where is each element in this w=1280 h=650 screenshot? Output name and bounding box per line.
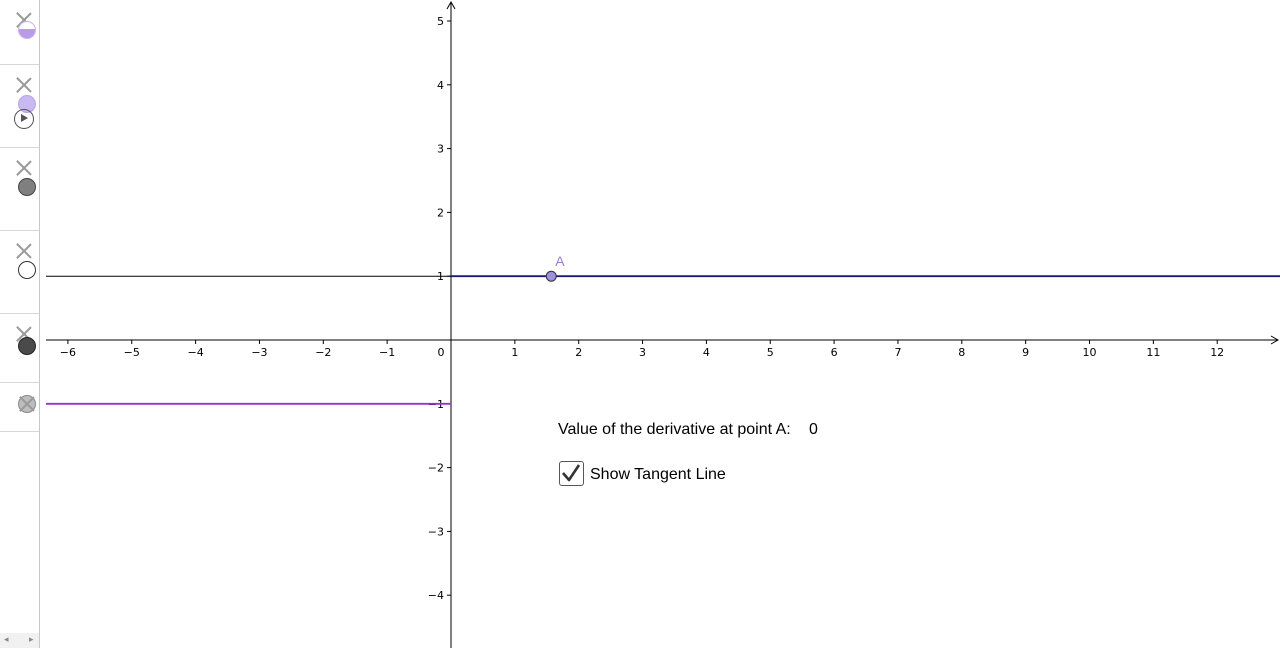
y-tick-label: −4 bbox=[428, 589, 444, 602]
x-tick-label: 1 bbox=[511, 346, 518, 359]
axes: −6−5−4−3−2−1012345678910111254321−1−2−3−… bbox=[46, 0, 1280, 648]
y-tick-label: 5 bbox=[437, 15, 444, 28]
algebra-item-3[interactable] bbox=[0, 148, 39, 231]
algebra-scrollbar[interactable]: ◂ ▸ bbox=[0, 633, 39, 648]
delete-icon[interactable] bbox=[16, 243, 32, 259]
point-a[interactable] bbox=[545, 270, 557, 282]
x-tick-label: 4 bbox=[703, 346, 710, 359]
graphics-view[interactable]: −6−5−4−3−2−1012345678910111254321−1−2−3−… bbox=[46, 0, 1280, 648]
x-tick-label: 10 bbox=[1083, 346, 1097, 359]
x-tick-label: 11 bbox=[1146, 346, 1160, 359]
y-tick-label: −3 bbox=[428, 525, 444, 538]
x-tick-label: 6 bbox=[831, 346, 838, 359]
dark-grey-disc-icon[interactable] bbox=[18, 178, 36, 196]
graph-lines bbox=[46, 275, 1280, 405]
algebra-item-5[interactable] bbox=[0, 314, 39, 383]
purple-half-disc-icon[interactable] bbox=[18, 21, 36, 39]
y-tick-label: 3 bbox=[437, 143, 444, 156]
play-icon[interactable] bbox=[14, 109, 34, 129]
x-tick-label: 0 bbox=[438, 346, 445, 359]
x-tick-label: 9 bbox=[1022, 346, 1029, 359]
algebra-item-4[interactable] bbox=[0, 231, 39, 314]
checkmark-icon bbox=[562, 464, 581, 482]
derivative-value: 0 bbox=[809, 421, 818, 438]
x-tick-label: −1 bbox=[379, 346, 395, 359]
delete-icon[interactable] bbox=[16, 160, 32, 176]
x-axis-arrow bbox=[1270, 335, 1280, 345]
algebra-item-6[interactable] bbox=[0, 383, 39, 432]
y-tick-label: 2 bbox=[437, 206, 444, 219]
show-tangent-checkbox[interactable] bbox=[559, 461, 584, 486]
show-tangent-label[interactable]: Show Tangent Line bbox=[590, 466, 726, 483]
x-tick-label: 5 bbox=[767, 346, 774, 359]
quote-disc-icon[interactable] bbox=[18, 337, 36, 355]
x-tick-label: −2 bbox=[315, 346, 331, 359]
algebra-item-2[interactable] bbox=[0, 65, 39, 148]
point-a-label: A bbox=[555, 253, 565, 269]
algebra-item-1[interactable] bbox=[0, 0, 39, 65]
x-tick-label: −5 bbox=[124, 346, 140, 359]
scroll-right-icon[interactable]: ▸ bbox=[29, 635, 34, 645]
x-tick-label: −6 bbox=[60, 346, 76, 359]
y-tick-label: −2 bbox=[428, 462, 444, 475]
x-tick-label: 7 bbox=[894, 346, 901, 359]
x-tick-label: 12 bbox=[1210, 346, 1224, 359]
y-tick-label: 4 bbox=[437, 79, 444, 92]
scroll-left-icon[interactable]: ◂ bbox=[4, 635, 9, 645]
point-layer[interactable]: A bbox=[545, 253, 565, 282]
algebra-panel: ◂ ▸ bbox=[0, 0, 40, 648]
x-tick-label: −4 bbox=[187, 346, 203, 359]
x-tick-label: 2 bbox=[575, 346, 582, 359]
x-tick-label: 8 bbox=[958, 346, 965, 359]
delete-icon[interactable] bbox=[16, 77, 32, 93]
x-tick-label: 3 bbox=[639, 346, 646, 359]
y-axis-arrow bbox=[446, 0, 456, 10]
white-disc-icon[interactable] bbox=[18, 261, 36, 279]
x-tick-label: −3 bbox=[251, 346, 267, 359]
derivative-text: Value of the derivative at point A: bbox=[558, 421, 791, 438]
delete-icon[interactable] bbox=[19, 396, 35, 412]
